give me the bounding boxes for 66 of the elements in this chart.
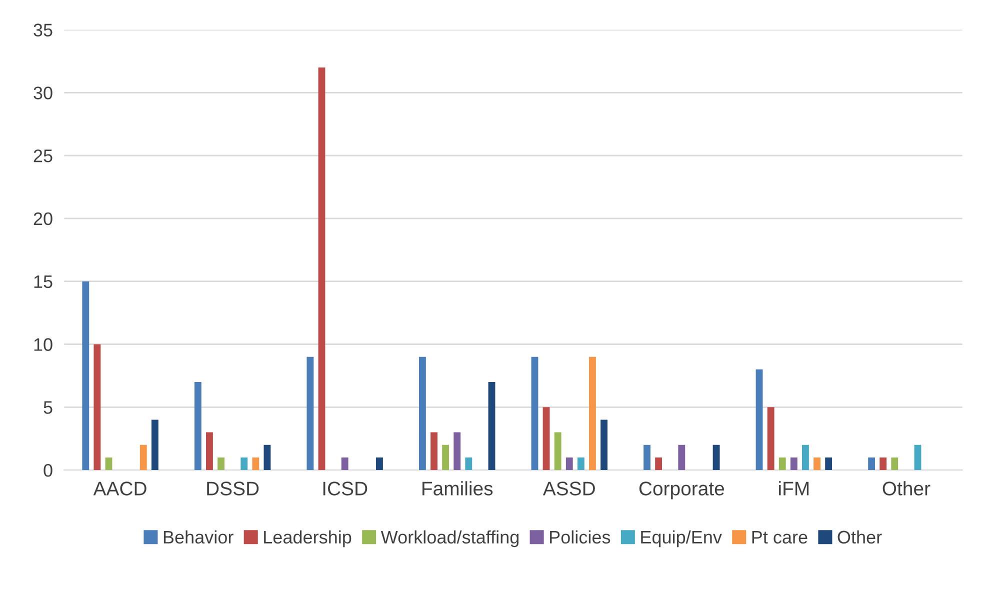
bar <box>880 457 887 470</box>
bar <box>767 407 774 470</box>
bar <box>82 281 90 470</box>
x-tick-label: ICSD <box>323 482 368 496</box>
bar <box>465 457 472 470</box>
bar <box>554 432 562 470</box>
bar <box>194 382 202 470</box>
bar <box>442 444 450 470</box>
bar <box>105 457 112 470</box>
legend-label: Other <box>838 530 882 544</box>
bar <box>566 457 573 470</box>
bar <box>531 356 538 470</box>
bar <box>252 457 260 470</box>
bar <box>306 356 314 470</box>
bar <box>488 382 496 470</box>
x-tick-label: Corporate <box>639 482 724 500</box>
bar <box>756 369 763 470</box>
x-tick-label: AACD <box>93 482 146 496</box>
bar <box>376 457 383 470</box>
bar <box>655 457 662 470</box>
bar <box>240 457 248 470</box>
legend-label: Equip/Env <box>641 530 722 548</box>
y-tick-label: 35 <box>34 24 52 36</box>
bar <box>778 457 786 470</box>
x-tick-label: ASSD <box>542 482 595 496</box>
y-tick-label: 10 <box>34 338 52 351</box>
bar <box>914 444 922 470</box>
x-tick-label: DSSD <box>207 482 259 496</box>
bar <box>825 457 832 470</box>
y-tick-label: 20 <box>34 212 52 226</box>
bar <box>430 432 438 470</box>
x-tick-label: Other <box>882 481 930 496</box>
legend-label: Leadership <box>264 530 352 548</box>
bar <box>418 356 426 470</box>
legend-label: Workload/staffing <box>380 530 519 548</box>
bar <box>589 356 596 470</box>
bar <box>218 457 224 470</box>
y-tick-label: 30 <box>34 86 52 100</box>
y-tick-label: 0 <box>44 464 52 477</box>
bar <box>206 432 213 470</box>
bar <box>790 457 798 470</box>
bar <box>140 444 147 470</box>
bar <box>264 444 271 470</box>
bar <box>94 344 101 470</box>
bar <box>712 444 720 470</box>
bar <box>868 457 876 470</box>
x-tick-label: iFM <box>779 481 809 496</box>
legend-label: Policies <box>550 530 610 544</box>
bar <box>814 457 820 470</box>
bar <box>454 432 461 470</box>
legend-label: Pt care <box>752 530 808 544</box>
legend-label: Behavior <box>164 530 234 544</box>
bar <box>802 444 809 470</box>
bar <box>644 444 650 470</box>
bar <box>577 457 584 470</box>
bar <box>678 444 686 470</box>
bar <box>151 420 158 470</box>
bar <box>542 407 550 470</box>
y-tick-label: 15 <box>34 275 52 288</box>
y-tick-label: 5 <box>44 401 52 414</box>
x-tick-label: Families <box>422 481 493 496</box>
bar <box>600 420 608 470</box>
bar <box>891 457 898 470</box>
y-tick-label: 25 <box>34 149 52 162</box>
bar <box>318 67 326 470</box>
bar <box>341 457 348 470</box>
